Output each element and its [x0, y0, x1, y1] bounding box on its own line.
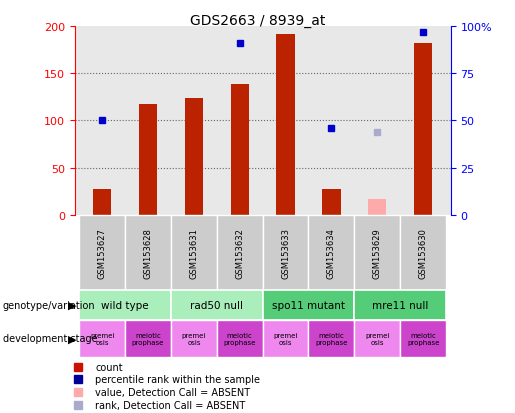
- Bar: [185, 98, 203, 215]
- Text: genotype/variation: genotype/variation: [3, 300, 95, 310]
- Bar: [400, 215, 446, 291]
- Bar: [277, 36, 295, 215]
- Bar: [263, 215, 308, 291]
- Bar: [171, 215, 217, 291]
- Bar: [414, 44, 432, 215]
- Bar: [217, 320, 263, 358]
- Bar: [354, 320, 400, 358]
- Text: GSM153631: GSM153631: [190, 228, 198, 278]
- Text: rank, Detection Call = ABSENT: rank, Detection Call = ABSENT: [95, 400, 246, 410]
- Bar: [354, 291, 446, 320]
- Text: meiotic
prophase: meiotic prophase: [407, 332, 439, 345]
- Text: ▶: ▶: [68, 334, 77, 344]
- Text: rad50 null: rad50 null: [191, 300, 243, 310]
- Bar: [322, 190, 340, 215]
- Text: premei
osis: premei osis: [90, 332, 114, 345]
- Text: spo11 mutant: spo11 mutant: [272, 300, 345, 310]
- Bar: [171, 320, 217, 358]
- Bar: [93, 190, 111, 215]
- Bar: [308, 215, 354, 291]
- Text: GSM153634: GSM153634: [327, 228, 336, 278]
- Bar: [263, 320, 308, 358]
- Bar: [79, 291, 171, 320]
- Bar: [308, 320, 354, 358]
- Text: premei
osis: premei osis: [365, 332, 389, 345]
- Text: meiotic
prophase: meiotic prophase: [315, 332, 348, 345]
- Text: meiotic
prophase: meiotic prophase: [132, 332, 164, 345]
- Bar: [125, 320, 171, 358]
- Bar: [400, 320, 446, 358]
- Bar: [79, 215, 125, 291]
- Text: GSM153629: GSM153629: [373, 228, 382, 278]
- Text: GSM153627: GSM153627: [98, 228, 107, 278]
- Text: value, Detection Call = ABSENT: value, Detection Call = ABSENT: [95, 387, 250, 397]
- Text: percentile rank within the sample: percentile rank within the sample: [95, 375, 261, 385]
- Bar: [263, 291, 354, 320]
- Text: GSM153628: GSM153628: [144, 228, 152, 278]
- Text: GSM153632: GSM153632: [235, 228, 244, 278]
- Bar: [231, 85, 249, 215]
- Text: count: count: [95, 362, 123, 372]
- Text: premei
osis: premei osis: [273, 332, 298, 345]
- Bar: [125, 215, 171, 291]
- Text: wild type: wild type: [101, 300, 149, 310]
- Text: GSM153630: GSM153630: [419, 228, 427, 278]
- Bar: [217, 215, 263, 291]
- Bar: [368, 199, 386, 215]
- Text: GDS2663 / 8939_at: GDS2663 / 8939_at: [190, 14, 325, 28]
- Bar: [79, 320, 125, 358]
- Bar: [171, 291, 263, 320]
- Text: mre11 null: mre11 null: [372, 300, 428, 310]
- Text: ▶: ▶: [68, 300, 77, 310]
- Bar: [139, 105, 157, 215]
- Bar: [354, 215, 400, 291]
- Text: GSM153633: GSM153633: [281, 228, 290, 278]
- Text: meiotic
prophase: meiotic prophase: [224, 332, 256, 345]
- Text: premei
osis: premei osis: [182, 332, 206, 345]
- Text: development stage: development stage: [3, 334, 97, 344]
